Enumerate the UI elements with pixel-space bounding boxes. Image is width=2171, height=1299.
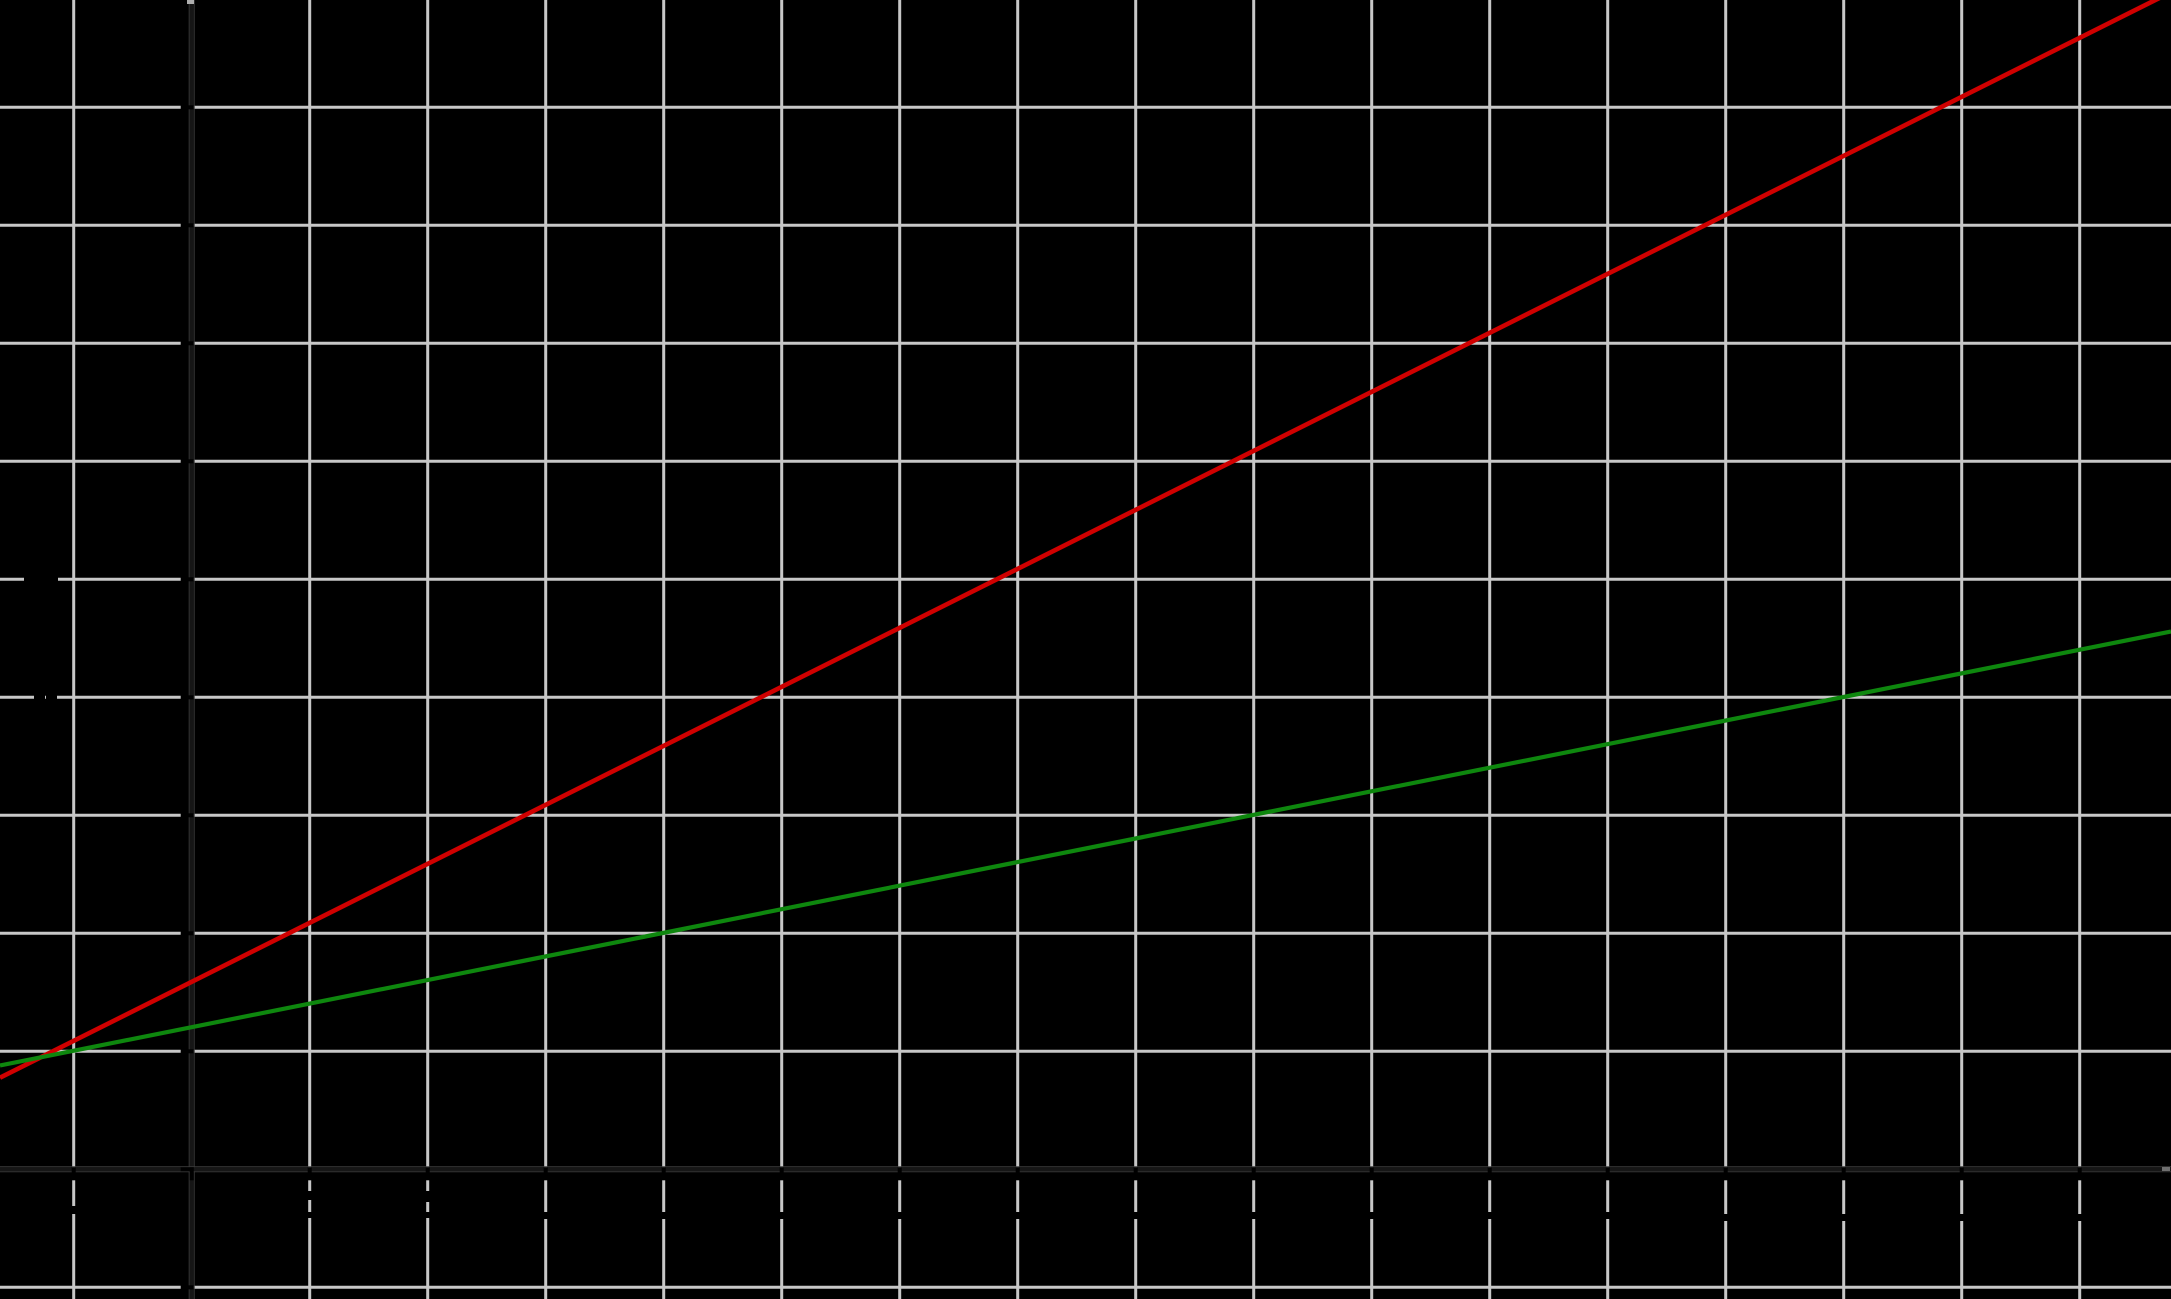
hidden-axis-label xyxy=(1367,1212,1376,1219)
hidden-axis-label xyxy=(34,690,45,704)
data-line-green xyxy=(0,629,2171,1068)
y-axis xyxy=(188,0,195,1299)
hidden-axis-label xyxy=(305,1212,314,1218)
hidden-axis-label xyxy=(1485,1212,1494,1219)
hidden-axis-label xyxy=(69,1206,78,1214)
data-line-red xyxy=(0,0,2161,1080)
hidden-axis-label xyxy=(1603,1212,1612,1219)
hidden-axis-label xyxy=(659,1212,668,1219)
hidden-axis-label xyxy=(895,1212,904,1219)
hidden-axis-label xyxy=(423,1191,432,1202)
hidden-axis-label xyxy=(1721,1214,1730,1221)
hidden-axis-label xyxy=(1957,1214,1966,1221)
hidden-axis-label xyxy=(24,573,58,586)
data-line-green xyxy=(0,629,2171,1068)
hidden-axis-label xyxy=(1013,1212,1022,1219)
hidden-axis-label xyxy=(423,1212,432,1218)
hidden-axis-label xyxy=(541,1212,550,1219)
hidden-axis-label xyxy=(305,1191,314,1200)
hidden-axis-label xyxy=(1131,1212,1140,1219)
hidden-axis-label xyxy=(1249,1212,1258,1219)
hidden-label-occlusions xyxy=(24,573,2084,1221)
hidden-axis-label xyxy=(2075,1214,2084,1221)
axis-arrow-remnants xyxy=(187,0,2170,1171)
hidden-axis-label xyxy=(1839,1214,1848,1221)
hidden-axis-label xyxy=(46,690,57,704)
hidden-axis-label xyxy=(777,1212,786,1219)
axis-arrow-remnant xyxy=(187,0,194,4)
data-line-red xyxy=(0,0,2161,1080)
axis-arrow-remnant xyxy=(2162,1167,2170,1171)
x-axis xyxy=(0,1166,2171,1173)
axis-tick-marks xyxy=(71,105,2082,1290)
